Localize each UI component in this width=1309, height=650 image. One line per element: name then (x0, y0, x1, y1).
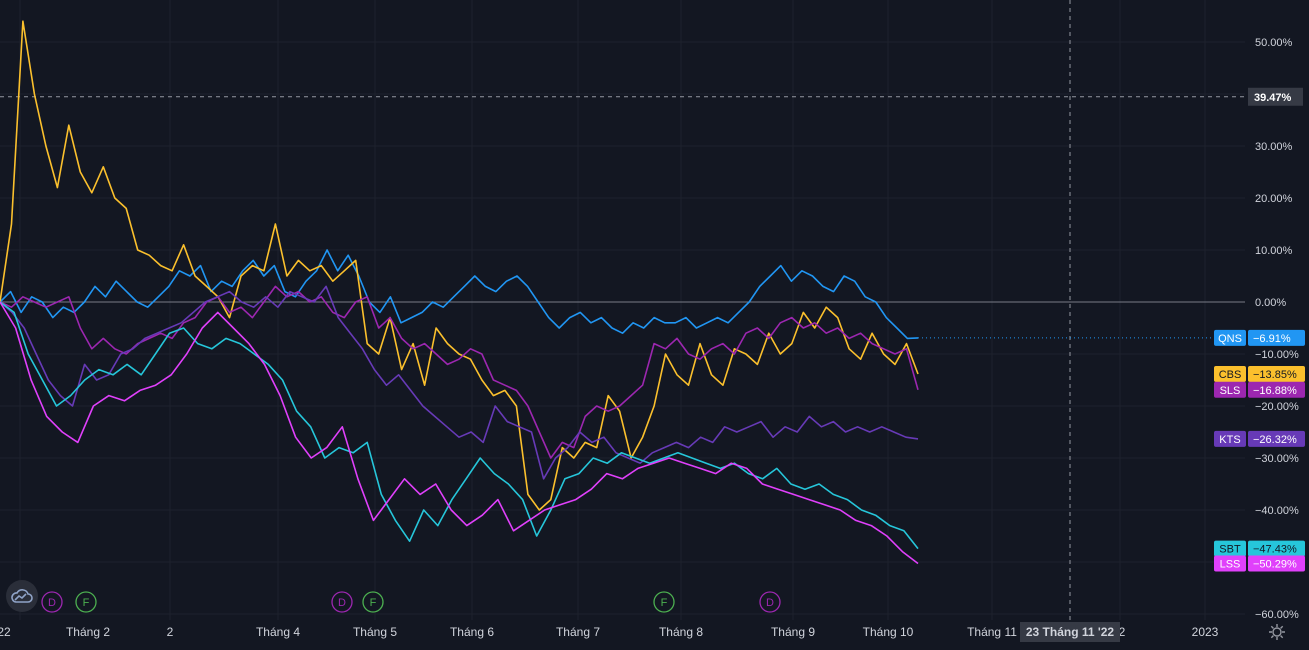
grid-lines (0, 0, 1245, 620)
x-tick-label: 2023 (1192, 625, 1219, 639)
tag-value-box (1248, 430, 1305, 447)
series-line-lss (0, 301, 919, 565)
tag-name: QNS (1218, 333, 1242, 345)
crosshair-x-box (1020, 622, 1120, 642)
tag-name-box (1214, 540, 1246, 557)
y-tick-label: −60.00% (1255, 609, 1299, 621)
tag-value: −50.29% (1253, 559, 1297, 571)
y-tick-label: −20.00% (1255, 401, 1299, 413)
tag-name-box (1214, 366, 1246, 383)
event-marker-f[interactable]: F (75, 591, 97, 613)
tag-sls: SLS −16.88% (1214, 381, 1305, 398)
event-letter: D (766, 597, 774, 609)
x-tick-label: 2 (1119, 625, 1126, 639)
x-tick-label: Tháng 5 (353, 625, 397, 639)
event-marker-d[interactable]: D (759, 591, 781, 613)
tag-qns: QNS −6.91% (1214, 329, 1305, 346)
tag-value: −16.88% (1253, 385, 1297, 397)
tag-name-box (1214, 555, 1246, 572)
x-tick-label: Tháng 8 (659, 625, 703, 639)
series-line-cbs (0, 20, 919, 511)
event-circle (75, 591, 97, 613)
tradingview-cloud-icon[interactable] (6, 580, 38, 612)
crosshair-y-text: 39.47% (1254, 92, 1292, 104)
event-letter: D (338, 597, 346, 609)
y-tick-label: −40.00% (1255, 505, 1299, 517)
tag-name-box (1214, 381, 1246, 398)
tag-name-box (1214, 329, 1246, 346)
event-circle (331, 591, 353, 613)
x-tick-label: Tháng 7 (556, 625, 600, 639)
tag-value-box (1248, 381, 1305, 398)
x-tick-label: Tháng 9 (771, 625, 815, 639)
y-tick-label: 30.00% (1255, 141, 1293, 153)
x-tick-label: Tháng 6 (450, 625, 494, 639)
event-marker-f[interactable]: F (362, 591, 384, 613)
event-letter: F (661, 597, 668, 609)
x-tick-label: Tháng 10 (863, 625, 914, 639)
settings-gear-icon (1269, 624, 1285, 640)
event-circle (759, 591, 781, 613)
tag-name: SBT (1219, 544, 1241, 556)
y-tick-label: 10.00% (1255, 245, 1293, 257)
tag-lss: LSS −50.29% (1214, 555, 1305, 572)
y-tick-label: 20.00% (1255, 193, 1293, 205)
tag-value: −6.91% (1253, 333, 1291, 345)
tag-kts: KTS −26.32% (1214, 430, 1305, 447)
x-tick-label: 2 (167, 625, 174, 639)
gear-icon[interactable] (1266, 621, 1288, 643)
crosshair-x-label: 23 Tháng 11 '22 (1020, 622, 1120, 642)
y-tick-label: 0.00% (1255, 297, 1286, 309)
tag-value-box (1248, 366, 1305, 383)
tag-sbt: SBT −47.43% (1214, 540, 1305, 557)
series-line-sls (0, 285, 919, 459)
event-circle (362, 591, 384, 613)
series-lines (0, 20, 1245, 565)
series-line-kts (0, 285, 919, 480)
tag-cbs: CBS −13.85% (1214, 366, 1305, 383)
series-tags: QNS −6.91% CBS −13.85% SLS −16.88% KTS −26.32% S… (1214, 87, 1305, 572)
tag-name: LSS (1220, 559, 1241, 571)
series-line-sbt (0, 301, 919, 550)
cloud-icon (11, 589, 33, 603)
event-letter: D (48, 597, 56, 609)
x-tick-label: Tháng 2 (66, 625, 110, 639)
tag-name: SLS (1220, 385, 1241, 397)
event-marker-d[interactable]: D (331, 591, 353, 613)
y-tick-label: −30.00% (1255, 453, 1299, 465)
tag-value-box (1248, 540, 1305, 557)
tag-value: −13.85% (1253, 369, 1297, 381)
tag-value-box (1248, 329, 1305, 346)
time-axis[interactable]: 22 Tháng 2 2 Tháng 4 Tháng 5 Tháng 6 Tháng 7 Th… (0, 622, 1219, 642)
x-tick-label: Tháng 4 (256, 625, 300, 639)
x-tick-label: 22 (0, 625, 11, 639)
tag-name: CBS (1219, 369, 1242, 381)
tag-value-box (1248, 555, 1305, 572)
tag-value: −47.43% (1253, 544, 1297, 556)
y-tick-label: 50.00% (1255, 37, 1293, 49)
tag-name-box (1214, 430, 1246, 447)
event-marker-d[interactable]: D (41, 591, 63, 613)
crosshair-y-label: 39.47% (1248, 87, 1303, 106)
series-line-qns (0, 249, 919, 340)
event-letter: F (370, 597, 377, 609)
x-tick-label: Tháng 11 (967, 625, 1017, 639)
y-tick-label: −10.00% (1255, 349, 1299, 361)
crosshair-x-text: 23 Tháng 11 '22 (1026, 625, 1115, 639)
tag-value: −26.32% (1253, 434, 1297, 446)
crosshair-y-box (1248, 87, 1303, 106)
event-marker-f[interactable]: F (653, 591, 675, 613)
event-circle (653, 591, 675, 613)
event-circle (41, 591, 63, 613)
tag-name: KTS (1219, 434, 1240, 446)
event-letter: F (83, 597, 90, 609)
